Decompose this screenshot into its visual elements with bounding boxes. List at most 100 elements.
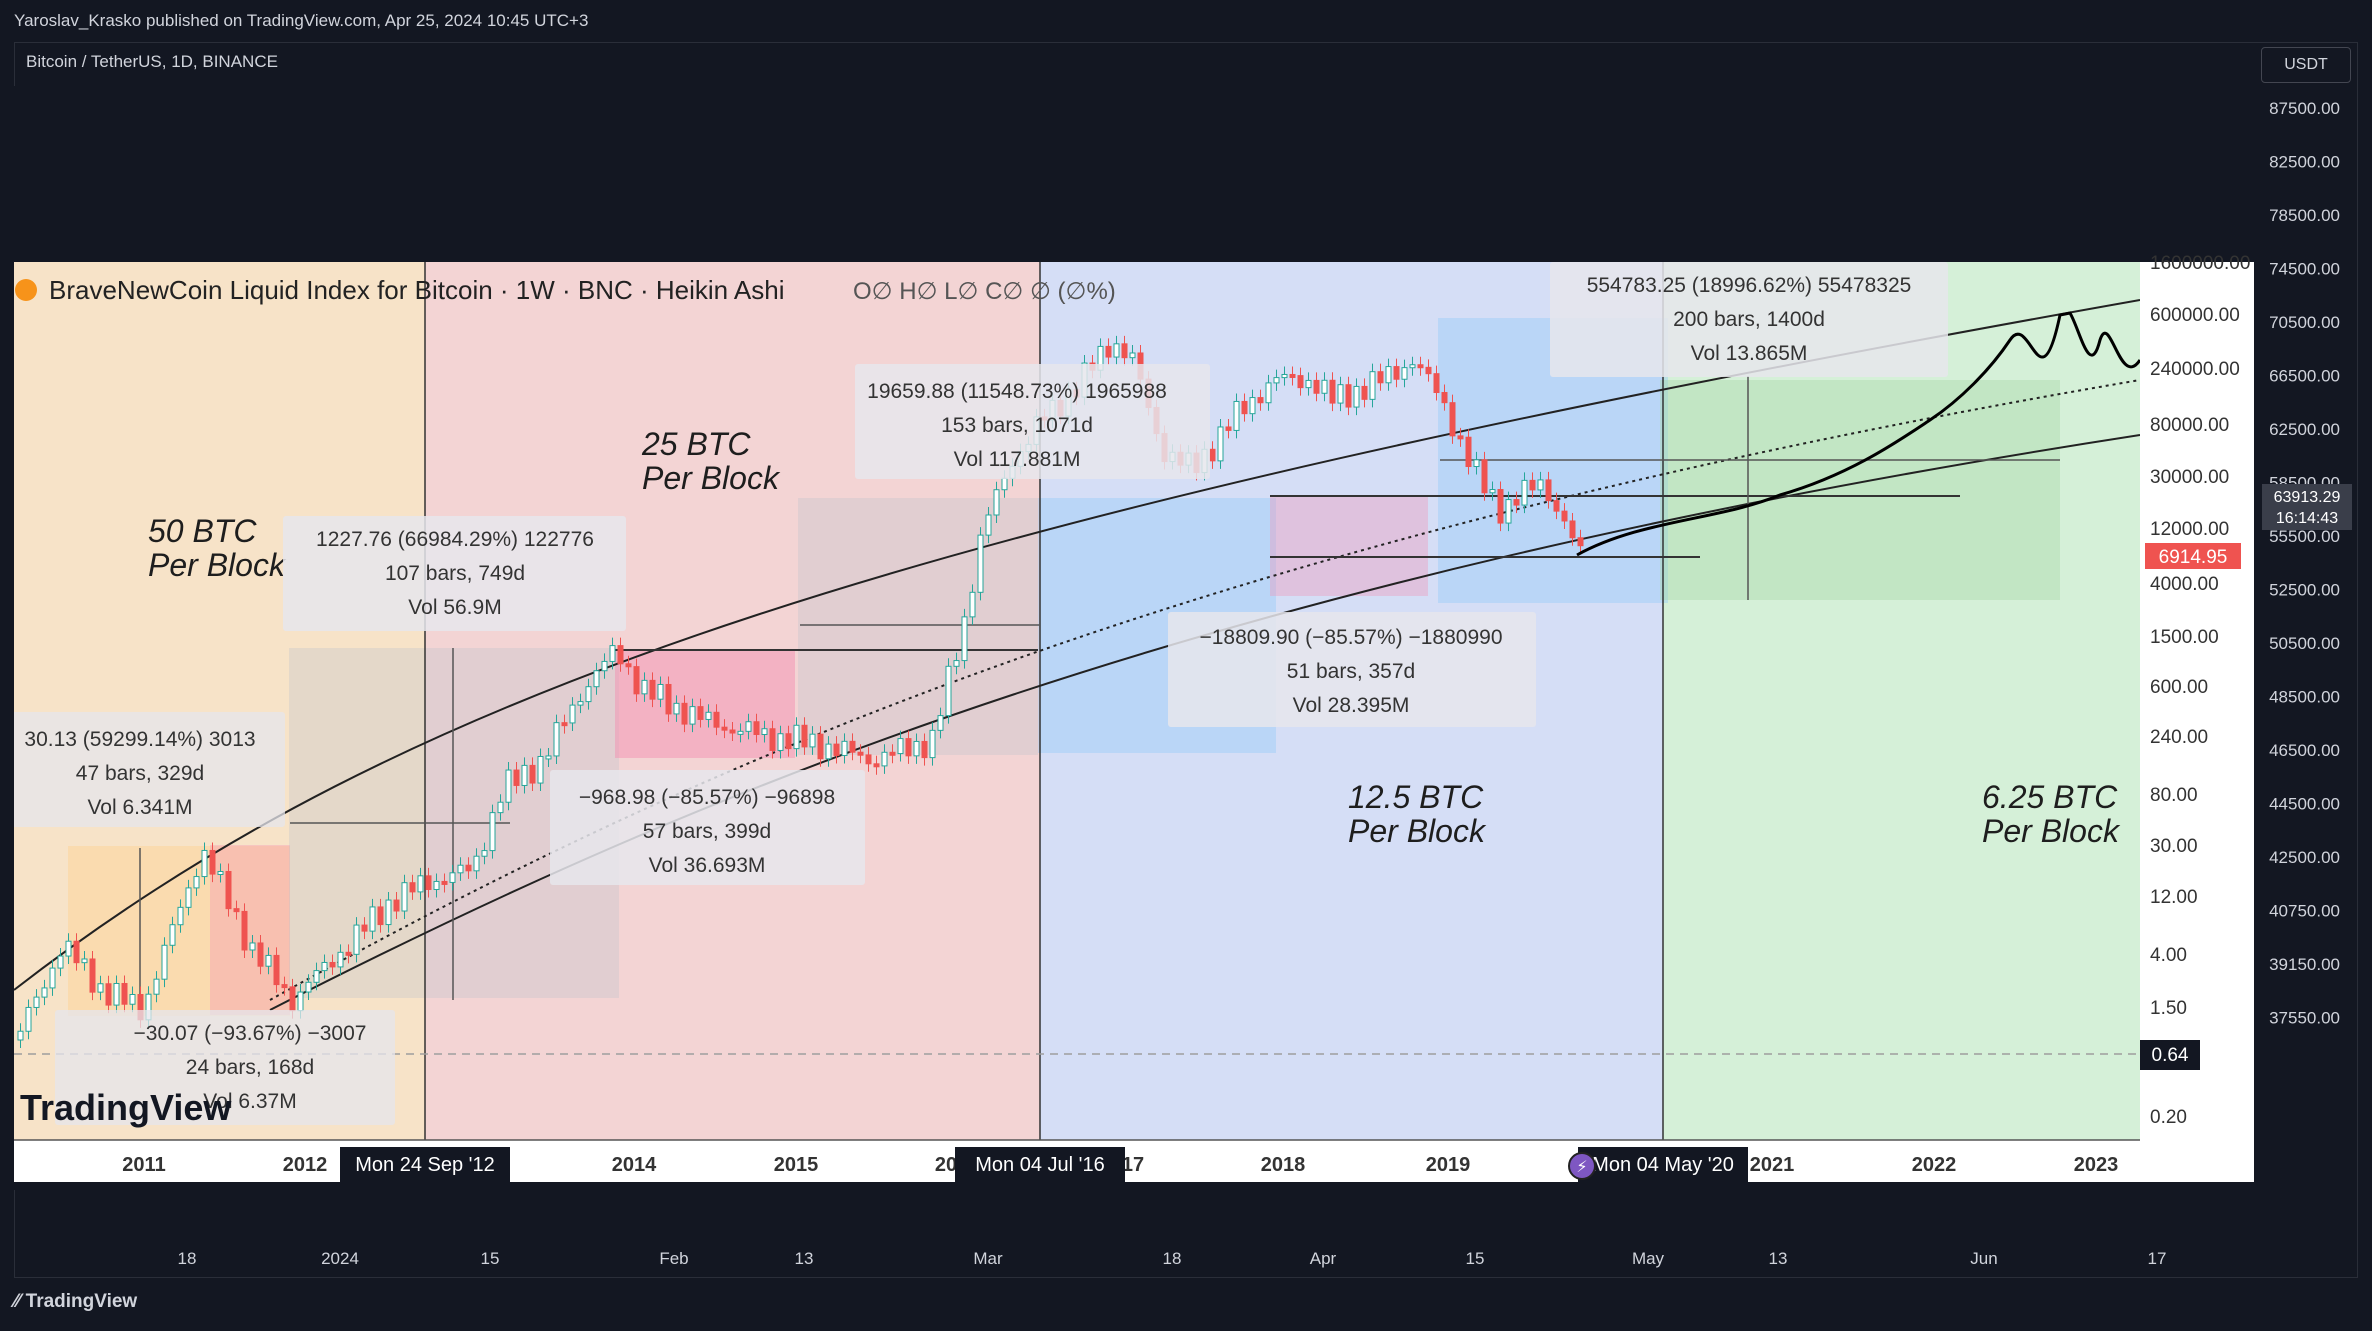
candle-body xyxy=(89,958,96,993)
candle-body xyxy=(1473,459,1480,468)
candle-body xyxy=(1441,392,1448,404)
candle-body xyxy=(1265,382,1272,404)
measure-2-l3: Vol 6.37M xyxy=(203,1090,296,1113)
outer-price-tick: 39150.00 xyxy=(2269,955,2340,974)
candle-body xyxy=(729,729,736,734)
outer-price-tick: 52500.00 xyxy=(2269,581,2340,600)
candle-body xyxy=(833,743,840,756)
candle-body xyxy=(497,801,504,814)
measure-1-l3: Vol 6.341M xyxy=(87,796,192,819)
embedded-year-tick: 17 xyxy=(1122,1154,1144,1176)
candle-body xyxy=(321,961,328,972)
candle-body xyxy=(441,880,448,885)
candle-body xyxy=(545,755,552,760)
embedded-price-tick: 4.00 xyxy=(2150,945,2187,966)
candle-body xyxy=(665,683,672,715)
candle-body xyxy=(393,899,400,912)
measure-1-l2: 47 bars, 329d xyxy=(76,762,204,785)
channel-lower xyxy=(269,434,2140,1011)
currency-button[interactable]: USDT xyxy=(2261,47,2351,83)
embedded-year-tick: 2021 xyxy=(1750,1154,1795,1176)
candle-body xyxy=(225,870,232,910)
bitcoin-icon xyxy=(15,279,37,301)
era-6-25btc xyxy=(1663,262,2140,1140)
candle-body xyxy=(713,711,720,728)
measure-3-l2: 107 bars, 749d xyxy=(385,562,525,585)
candle-body xyxy=(553,722,560,757)
candle-body xyxy=(585,686,592,703)
candle-body xyxy=(977,534,984,593)
candle-body xyxy=(217,870,224,875)
candle-body xyxy=(721,726,728,731)
candle-body xyxy=(425,875,432,890)
candle-body xyxy=(777,733,784,751)
candle-body xyxy=(1329,379,1336,404)
candle-body xyxy=(513,769,520,786)
candle-body xyxy=(121,982,128,1005)
symbol-title[interactable]: Bitcoin / TetherUS, 1D, BINANCE xyxy=(26,52,278,71)
candle-body xyxy=(1449,402,1456,437)
candle-body xyxy=(281,984,288,989)
measure-5-l3: Vol 117.881M xyxy=(954,448,1081,471)
candle-body xyxy=(561,722,568,727)
embedded-year-tick: 2023 xyxy=(2074,1154,2119,1176)
measure-box xyxy=(210,845,290,1015)
current-price-tag xyxy=(2262,484,2352,530)
outer-time-tick: Mar xyxy=(973,1249,1003,1268)
candle-body xyxy=(953,660,960,667)
candle-body xyxy=(937,715,944,731)
outer-price-axis[interactable]: 87500.00 82500.00 78500.00 74500.00 70500.00… xyxy=(2269,99,2340,1028)
candle-body xyxy=(921,740,928,759)
outer-time-tick: 2024 xyxy=(321,1249,359,1268)
measure-7-l2: 200 bars, 1400d xyxy=(1673,308,1825,331)
candle-body xyxy=(1465,436,1472,468)
candle-body xyxy=(1505,499,1512,524)
candle-body xyxy=(265,954,272,967)
candle-body xyxy=(1457,435,1464,440)
outer-price-tick: 40750.00 xyxy=(2269,902,2340,921)
candle-body xyxy=(1337,384,1344,404)
channel-upper xyxy=(14,299,2140,991)
embedded-year-tick: 20 xyxy=(935,1154,957,1176)
candle-body xyxy=(153,978,160,995)
candle-body xyxy=(705,711,712,720)
candle-body xyxy=(577,701,584,706)
embedded-price-tick: 600000.00 xyxy=(2150,305,2240,326)
candle-body xyxy=(193,876,200,889)
footer-brand[interactable]: ⁄⁄ TradingView xyxy=(14,1291,137,1313)
footer-brand-text: TradingView xyxy=(25,1291,138,1312)
candle-body xyxy=(1217,426,1224,462)
embedded-price-tick: 12.00 xyxy=(2150,887,2198,908)
candle-body xyxy=(857,751,864,756)
candle-body xyxy=(505,769,512,803)
measure-5-l2: 153 bars, 1071d xyxy=(941,414,1093,437)
embedded-year-tick: 2022 xyxy=(1912,1154,1957,1176)
candle-body xyxy=(337,951,344,968)
candle-body xyxy=(481,850,488,857)
candle-body xyxy=(353,924,360,955)
candle-body xyxy=(169,924,176,946)
candle-body xyxy=(1553,500,1560,512)
outer-time-tick: May xyxy=(1632,1249,1665,1268)
candle-body xyxy=(273,954,280,986)
candle-body xyxy=(1113,343,1120,358)
candle-body xyxy=(113,982,120,1006)
candle-body xyxy=(849,740,856,753)
measure-3-l3: Vol 56.9M xyxy=(408,596,501,619)
candle-body xyxy=(81,958,88,964)
current-price: 63913.29 xyxy=(2274,489,2341,506)
measure-4-l3: Vol 36.693M xyxy=(649,854,766,877)
candle-body xyxy=(993,489,1000,516)
embedded-price-scale xyxy=(2140,262,2254,1140)
embedded-year-tick: 2018 xyxy=(1261,1154,1306,1176)
embedded-price-tick: 240000.00 xyxy=(2150,359,2240,380)
candle-body xyxy=(1129,352,1136,359)
publisher-bar: Yaroslav_Krasko published on TradingView… xyxy=(0,0,2372,42)
measure-1-l1: 30.13 (59299.14%) 3013 xyxy=(24,728,255,751)
outer-time-axis[interactable]: 18 2024 15 Feb 13 Mar 18 Apr 15 May 13 Jun 17 xyxy=(178,1249,2167,1268)
candle-body xyxy=(793,724,800,750)
candle-body xyxy=(889,751,896,756)
era-label-4: 6.25 BTC xyxy=(1982,779,2118,815)
candle-body xyxy=(1273,377,1280,384)
measure-box xyxy=(1270,496,1428,596)
